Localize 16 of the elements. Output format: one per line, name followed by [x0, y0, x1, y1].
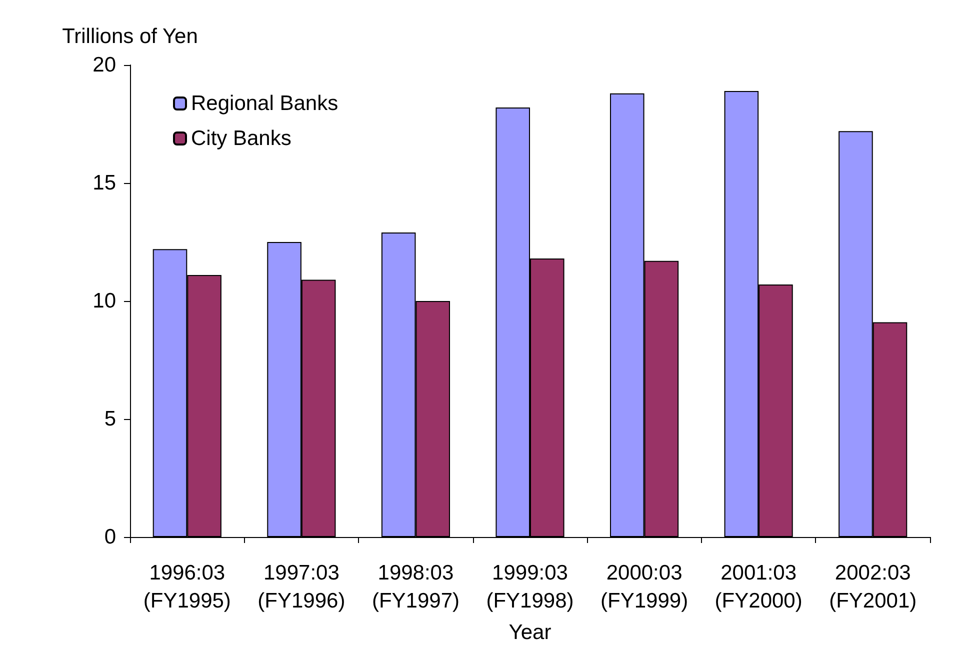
x-tick-label: 1996:03 (FY1995) [143, 562, 231, 612]
y-tick-label: 5 [104, 408, 116, 430]
legend-label: City Banks [191, 127, 292, 150]
y-tick-label: 15 [92, 172, 116, 194]
x-tick-label: 2000:03 (FY1999) [600, 562, 688, 612]
x-tick-label: 1999:03 (FY1998) [486, 562, 574, 612]
x-tick-label: 2002:03 (FY2001) [829, 562, 917, 612]
x-axis-title: Year [508, 621, 552, 644]
y-tick-label: 0 [104, 526, 116, 548]
x-tick-label: 1997:03 (FY1996) [258, 562, 346, 612]
x-tick-label: 1998:03 (FY1997) [372, 562, 460, 612]
legend-label: Regional Banks [191, 92, 338, 115]
y-axis-title: Trillions of Yen [62, 25, 198, 48]
y-tick-label: 10 [92, 290, 116, 312]
x-tick-label: 2001:03 (FY2000) [714, 562, 802, 612]
y-tick-label: 20 [92, 54, 116, 76]
